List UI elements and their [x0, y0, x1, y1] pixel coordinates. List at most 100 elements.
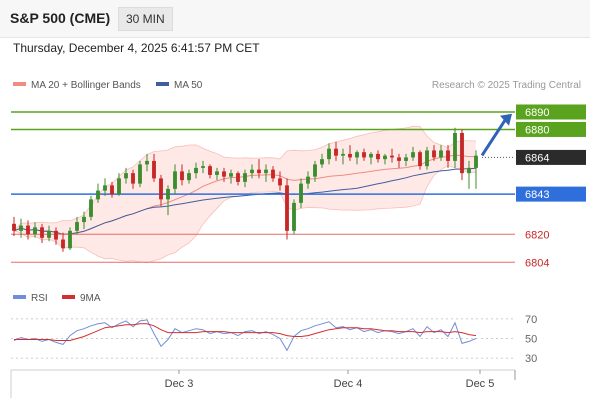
candle — [243, 169, 247, 188]
candle-body — [89, 199, 93, 217]
candle — [19, 218, 23, 238]
candle-body — [460, 132, 464, 174]
candle — [124, 167, 128, 184]
candle — [306, 171, 310, 189]
candle — [334, 141, 338, 161]
candle-body — [404, 157, 408, 161]
candle — [271, 166, 275, 182]
candle — [117, 173, 121, 196]
candle — [327, 143, 331, 165]
rsi-tick-50: 50 — [525, 334, 537, 346]
candle-body — [425, 150, 429, 167]
candle-body — [369, 153, 373, 158]
rsi-ma-line — [14, 323, 477, 341]
candle — [89, 195, 93, 221]
projection-arrow — [480, 117, 508, 157]
candle-body — [264, 169, 268, 174]
candle — [40, 223, 44, 244]
candle-body — [362, 152, 366, 158]
candle — [236, 171, 240, 186]
candle — [299, 178, 303, 209]
ma50-swatch — [156, 82, 169, 87]
rsi-line — [13, 319, 477, 352]
candle — [474, 150, 478, 189]
candle-body — [33, 227, 37, 235]
ma50-line — [13, 167, 477, 235]
candle — [432, 145, 436, 161]
legend-rsi-ma-label: 9MA — [80, 293, 101, 304]
candle — [390, 148, 394, 163]
candle-body — [40, 227, 44, 238]
credit-text: Research © 2025 Trading Central — [431, 80, 581, 91]
candle — [159, 174, 163, 207]
candle-body — [222, 171, 226, 177]
candle — [313, 160, 317, 182]
candle — [250, 164, 254, 179]
candle-body — [96, 190, 100, 200]
level-label-6890: 6890 — [525, 107, 549, 119]
candle-body — [250, 169, 254, 174]
candle-body — [383, 155, 387, 160]
candle-body — [187, 173, 191, 181]
candle-body — [215, 171, 219, 175]
candle — [215, 167, 219, 181]
candle — [369, 152, 373, 165]
candle — [201, 160, 205, 174]
candle — [110, 181, 114, 198]
candle — [439, 145, 443, 161]
level-badge-6890 — [516, 104, 586, 120]
candle-body — [334, 148, 338, 156]
candle-body — [26, 225, 30, 235]
candle-body — [474, 155, 478, 168]
chart-header: S&P 500 (CME) 30 MIN — [0, 0, 590, 38]
candle-body — [103, 185, 107, 191]
candle-body — [432, 150, 436, 158]
candle-body — [306, 176, 310, 184]
candle-body — [376, 153, 380, 160]
candle-body — [124, 173, 128, 179]
level-label-6843: 6843 — [525, 189, 549, 201]
candle — [418, 150, 422, 170]
candle — [397, 153, 401, 168]
rsi-tick-30: 30 — [525, 353, 537, 365]
candle-body — [390, 155, 394, 158]
candle — [222, 167, 226, 182]
candle-body — [82, 216, 86, 223]
candle-body — [313, 164, 317, 177]
candle-body — [159, 178, 163, 200]
candle-body — [285, 185, 289, 231]
candle-body — [201, 166, 205, 168]
candle — [180, 164, 184, 186]
candle-body — [446, 150, 450, 161]
candle — [341, 148, 345, 165]
candle-body — [152, 160, 156, 179]
rsi-tick-70: 70 — [525, 314, 537, 326]
candle — [348, 145, 352, 161]
candle-body — [12, 223, 16, 231]
candle-body — [54, 230, 58, 240]
rsi-ma-swatch — [62, 295, 75, 300]
candle — [61, 232, 65, 252]
candle — [278, 171, 282, 191]
candle — [208, 164, 212, 179]
level-badge-6880 — [516, 121, 586, 137]
candle-body — [117, 178, 121, 195]
candle — [425, 146, 429, 170]
candle — [166, 185, 170, 216]
x-tick-label: Dec 3 — [165, 378, 194, 390]
candle-body — [131, 173, 135, 184]
candle-body — [292, 202, 296, 231]
candle — [131, 169, 135, 189]
candle — [68, 227, 72, 251]
candle-body — [397, 157, 401, 161]
candle-body — [236, 173, 240, 182]
candle-body — [173, 171, 177, 189]
candle-body — [166, 188, 170, 200]
candle — [411, 146, 415, 161]
candle-body — [453, 132, 457, 161]
candle — [33, 222, 37, 238]
candle — [467, 160, 471, 189]
candle — [362, 148, 366, 161]
timeframe-button[interactable]: 30 MIN — [118, 7, 173, 31]
